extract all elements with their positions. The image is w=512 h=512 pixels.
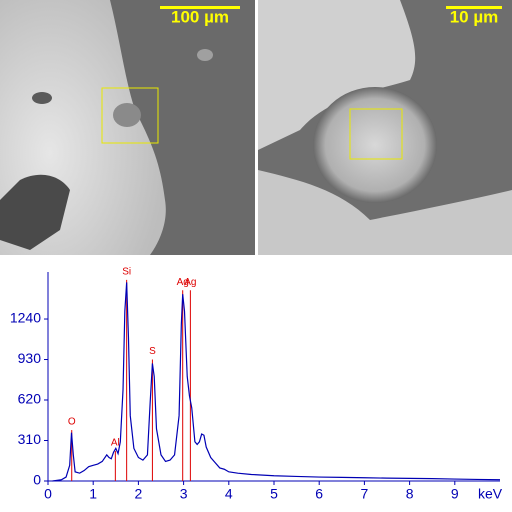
peak-label: S [149, 346, 156, 357]
peak-label: Ag [184, 277, 196, 288]
peak-label: Al [111, 438, 120, 449]
sem-image-right: 10 µm [258, 0, 512, 255]
x-tick-label: 9 [451, 486, 459, 502]
x-tick-label: 7 [361, 486, 369, 502]
peak-label: Ag [177, 277, 189, 288]
x-tick-label: 3 [180, 486, 188, 502]
y-tick-label: 0 [33, 472, 41, 488]
peak-label: Si [122, 266, 131, 277]
x-tick-label: 6 [315, 486, 323, 502]
y-tick-label: 930 [18, 350, 42, 366]
x-tick-label: 2 [135, 486, 143, 502]
y-tick-label: 620 [18, 391, 42, 407]
y-tick-label: 310 [18, 431, 42, 447]
x-tick-label: 5 [270, 486, 278, 502]
scale-label: 10 µm [450, 7, 499, 26]
spectrum-line [52, 282, 501, 482]
peak-label: O [68, 417, 76, 428]
scale-label: 100 µm [171, 7, 229, 26]
x-tick-label: 1 [89, 486, 97, 502]
x-tick-label: 0 [44, 486, 52, 502]
sem-image-left: 100 µm [0, 0, 255, 255]
x-tick-label: 4 [225, 486, 233, 502]
y-tick-label: 1240 [10, 310, 41, 326]
x-tick-label: 8 [406, 486, 414, 502]
x-axis-label: keV [478, 486, 503, 502]
